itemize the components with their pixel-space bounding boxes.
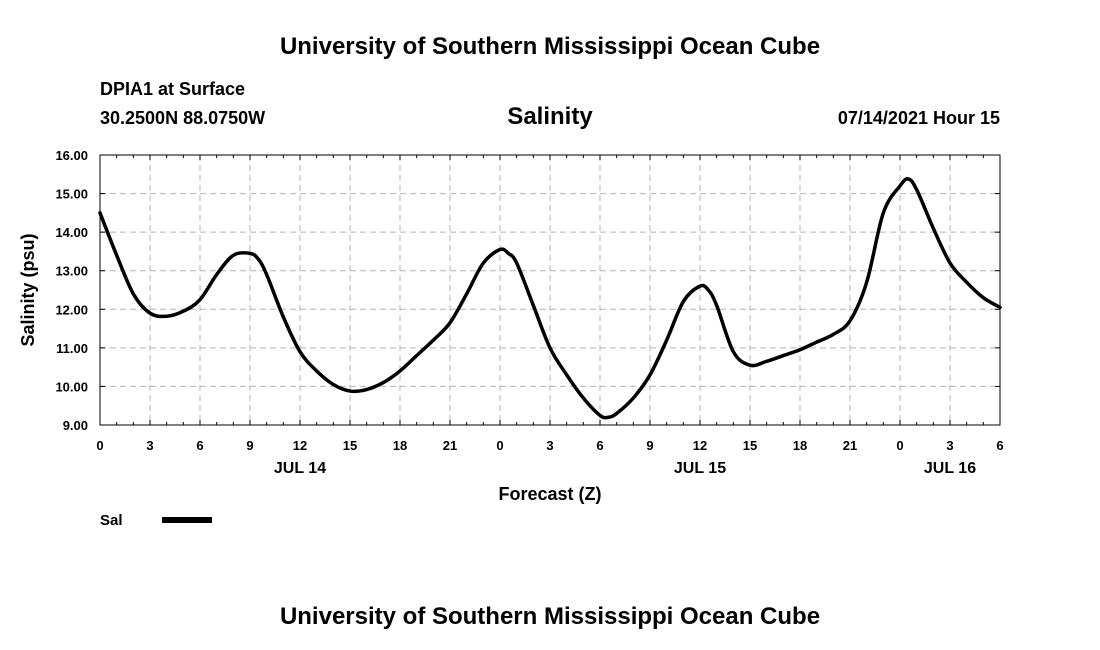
- x-axis-label: Forecast (Z): [498, 484, 601, 504]
- x-tick-label: 0: [496, 438, 503, 453]
- x-tick-label: 6: [996, 438, 1003, 453]
- coords-label: 30.2500N 88.0750W: [100, 108, 265, 128]
- x-tick-label: 3: [146, 438, 153, 453]
- day-label: JUL 14: [274, 460, 326, 477]
- axis-ticks: [99, 154, 1001, 426]
- x-tick-label: 3: [546, 438, 553, 453]
- x-tick-label: 15: [743, 438, 757, 453]
- y-tick-label: 10.00: [55, 379, 88, 394]
- y-tick-labels: 9.00 10.00 11.00 12.00 13.00 14.00 15.00 16.00: [55, 148, 88, 433]
- y-axis-label: Salinity (psu): [18, 233, 38, 346]
- station-label: DPIA1 at Surface: [100, 79, 245, 99]
- series-layer: [98, 177, 1002, 420]
- top-title: University of Southern Mississippi Ocean…: [280, 33, 820, 60]
- chart-title: Salinity: [507, 103, 593, 130]
- x-tick-label: 3: [946, 438, 953, 453]
- y-tick-label: 9.00: [63, 418, 88, 433]
- x-tick-label: 6: [196, 438, 203, 453]
- y-tick-label: 11.00: [56, 341, 88, 356]
- y-tick-label: 12.00: [55, 302, 88, 317]
- x-tick-label: 18: [393, 438, 407, 453]
- y-tick-label: 14.00: [55, 225, 88, 240]
- bottom-title: University of Southern Mississippi Ocean…: [280, 603, 820, 630]
- grid-lines: [100, 155, 1000, 425]
- x-tick-label: 9: [246, 438, 253, 453]
- datetime-label: 07/14/2021 Hour 15: [838, 108, 1000, 128]
- legend-label: Sal: [100, 512, 123, 529]
- day-label: JUL 15: [674, 460, 726, 477]
- x-tick-label: 18: [793, 438, 807, 453]
- x-tick-label: 12: [293, 438, 307, 453]
- day-label: JUL 16: [924, 460, 976, 477]
- x-tick-label: 0: [896, 438, 903, 453]
- day-labels: JUL 14 JUL 15 JUL 16: [274, 460, 976, 477]
- x-tick-label: 15: [343, 438, 357, 453]
- x-tick-label: 0: [96, 438, 103, 453]
- y-tick-label: 15.00: [55, 187, 88, 202]
- legend: Sal: [100, 512, 212, 529]
- x-tick-label: 12: [693, 438, 707, 453]
- x-tick-labels: 0 3 6 9 12 15 18 21 0 3 6 9 12 15 18 21 0 3 6: [96, 438, 1003, 453]
- y-tick-label: 16.00: [55, 148, 88, 163]
- x-tick-label: 9: [646, 438, 653, 453]
- x-tick-label: 21: [843, 438, 857, 453]
- series-line-sal: [98, 177, 1002, 420]
- x-tick-label: 21: [443, 438, 457, 453]
- x-tick-label: 6: [596, 438, 603, 453]
- y-tick-label: 13.00: [55, 264, 88, 279]
